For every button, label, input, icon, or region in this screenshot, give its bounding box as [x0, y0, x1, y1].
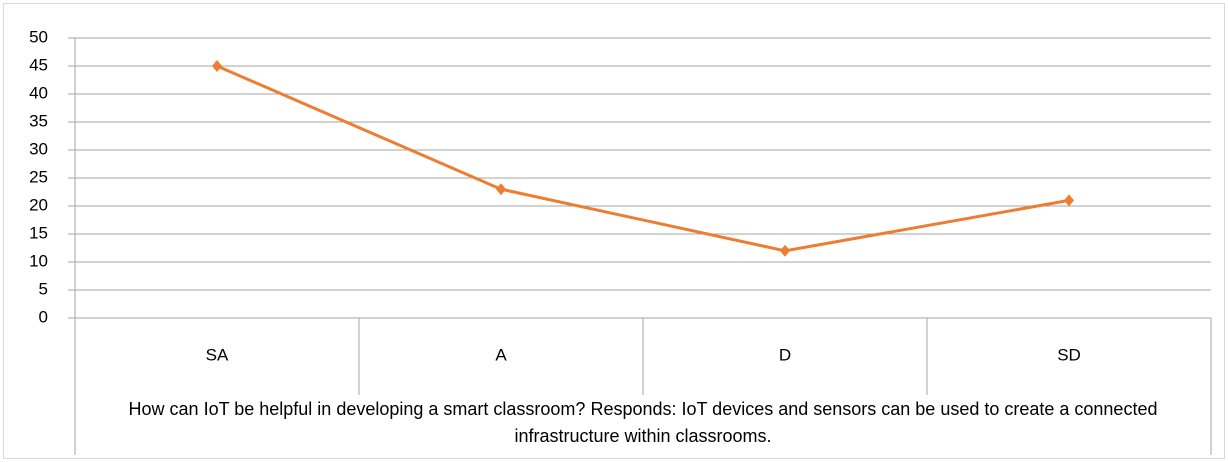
x-tick-label: SD [1057, 345, 1081, 364]
y-tick-label: 50 [29, 27, 48, 46]
y-tick-label: 0 [39, 307, 48, 326]
marker [212, 60, 222, 72]
x-tick-label: SA [206, 345, 229, 364]
marker [1064, 194, 1074, 207]
y-tick-label: 25 [29, 167, 48, 186]
x-tick-label: D [779, 345, 791, 364]
y-tick-label: 40 [29, 83, 48, 102]
y-tick-label: 15 [29, 223, 48, 242]
y-tick-label: 10 [29, 251, 48, 270]
y-tick-label: 20 [29, 195, 48, 214]
marker [780, 244, 790, 257]
chart-border [3, 3, 1225, 459]
x-axis-label: How can IoT be helpful in developing a s… [128, 399, 1158, 446]
marker [496, 183, 506, 196]
y-tick-label: 35 [29, 111, 48, 130]
line [216, 64, 1070, 253]
y-tick-label: 5 [39, 279, 48, 298]
y-tick-label: 45 [29, 55, 48, 74]
x-tick-label: A [495, 345, 507, 364]
y-tick-label: 30 [29, 139, 48, 158]
